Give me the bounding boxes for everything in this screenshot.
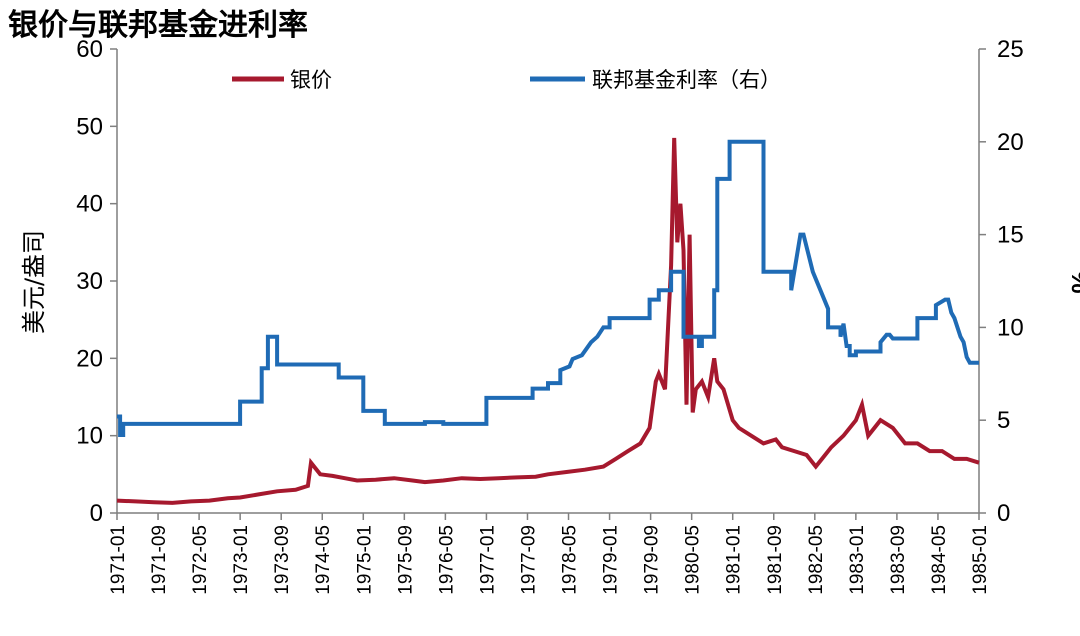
left-tick-label: 50 (76, 113, 103, 140)
right-tick-label: 10 (997, 314, 1024, 341)
right-tick-label: 15 (997, 222, 1024, 249)
x-tick-label: 1980-05 (683, 525, 704, 595)
legend-label-fed-rate: 联邦基金利率（右） (592, 68, 781, 92)
x-tick-label: 1972-05 (190, 525, 211, 595)
x-tick-label: 1981-01 (724, 525, 745, 595)
x-tick-label: 1977-01 (477, 525, 498, 595)
x-tick-label: 1975-09 (395, 525, 416, 595)
right-tick-label: 0 (997, 500, 1010, 527)
x-tick-label: 1973-09 (272, 525, 293, 595)
left-tick-label: 60 (76, 36, 103, 63)
x-tick-label: 1984-05 (929, 525, 950, 595)
series-line-fed-rate (117, 142, 979, 435)
axes (117, 49, 979, 513)
left-axis-label: 美元/盎司 (20, 230, 48, 334)
left-tick-label: 10 (76, 423, 103, 450)
right-tick-label: 20 (997, 129, 1024, 156)
chart: 银价与联邦基金进利率 0 10 20 30 40 50 60 0 5 10 15 20 25 1971… (0, 0, 1080, 636)
x-tick-label: 1985-01 (970, 525, 991, 595)
x-tick-label: 1979-01 (601, 525, 622, 595)
x-tick-label: 1971-09 (149, 525, 170, 595)
x-tick-label: 1975-01 (354, 525, 375, 595)
x-tick-label: 1983-09 (888, 525, 909, 595)
left-tick-label: 40 (76, 191, 103, 218)
x-tick-label: 1979-09 (642, 525, 663, 595)
x-tick-label: 1973-01 (231, 525, 252, 595)
left-tick-label: 20 (76, 345, 103, 372)
left-tick-label: 30 (76, 268, 103, 295)
x-tick-label: 1978-05 (560, 525, 581, 595)
chart-title: 银价与联邦基金进利率 (8, 8, 308, 43)
x-tick-label: 1983-01 (847, 525, 868, 595)
x-axis-ticks: 1971-01 1971-09 1972-05 1973-01 1973-09 1974-… (108, 513, 991, 595)
right-tick-label: 5 (997, 407, 1010, 434)
x-tick-label: 1977-09 (518, 525, 539, 595)
legend: 银价 联邦基金利率（右） (232, 68, 781, 92)
right-axis-label: % (1066, 270, 1080, 293)
legend-label-silver: 银价 (290, 68, 332, 92)
x-tick-label: 1974-05 (313, 525, 334, 595)
series-layer (117, 138, 979, 503)
left-tick-label: 0 (90, 500, 103, 527)
x-tick-label: 1976-05 (436, 525, 457, 595)
right-tick-label: 25 (997, 36, 1024, 63)
x-tick-label: 1982-05 (806, 525, 827, 595)
x-tick-label: 1971-01 (108, 525, 129, 595)
left-axis-ticks: 0 10 20 30 40 50 60 (76, 36, 117, 527)
x-tick-label: 1981-09 (765, 525, 786, 595)
series-line-silver (117, 138, 979, 503)
right-axis-ticks: 0 5 10 15 20 25 (979, 36, 1024, 527)
